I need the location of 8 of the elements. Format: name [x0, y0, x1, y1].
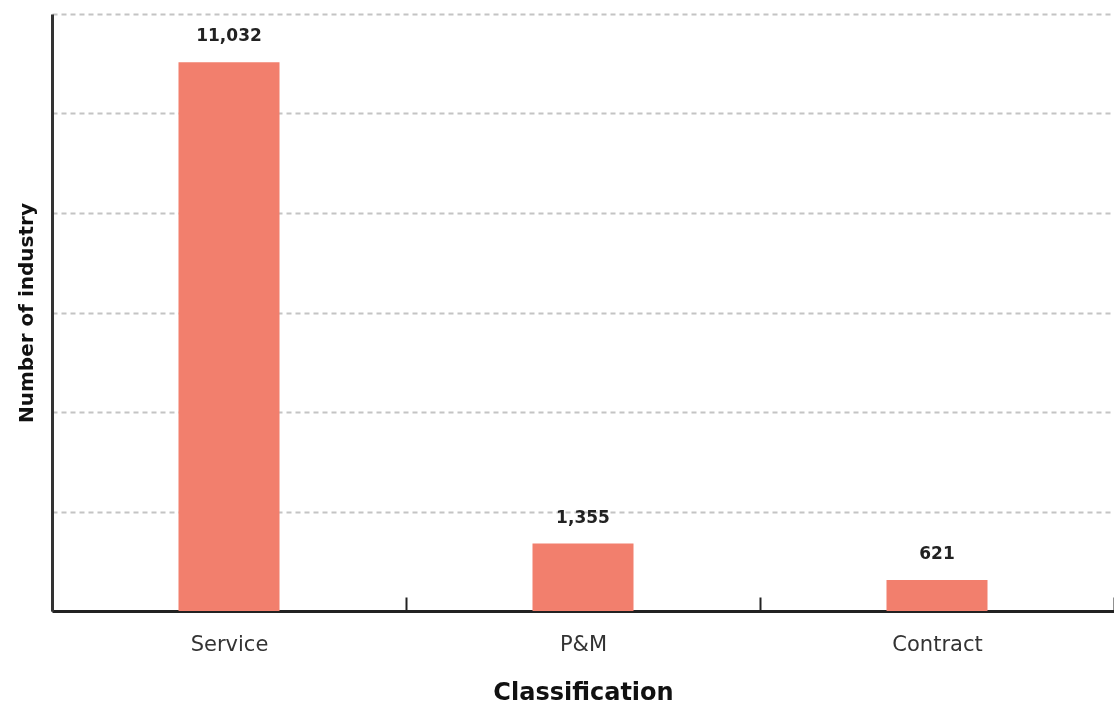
data-label: 1,355 [556, 506, 610, 527]
x-axis-title: Classification [493, 677, 674, 703]
y-axis-title: Number of industry [13, 203, 38, 423]
x-tick-label: Contract [892, 631, 983, 656]
data-label: 11,032 [196, 25, 262, 46]
x-tick-label: Service [190, 631, 269, 656]
data-label: 621 [919, 543, 955, 564]
x-tick-label: P&M [559, 631, 608, 656]
